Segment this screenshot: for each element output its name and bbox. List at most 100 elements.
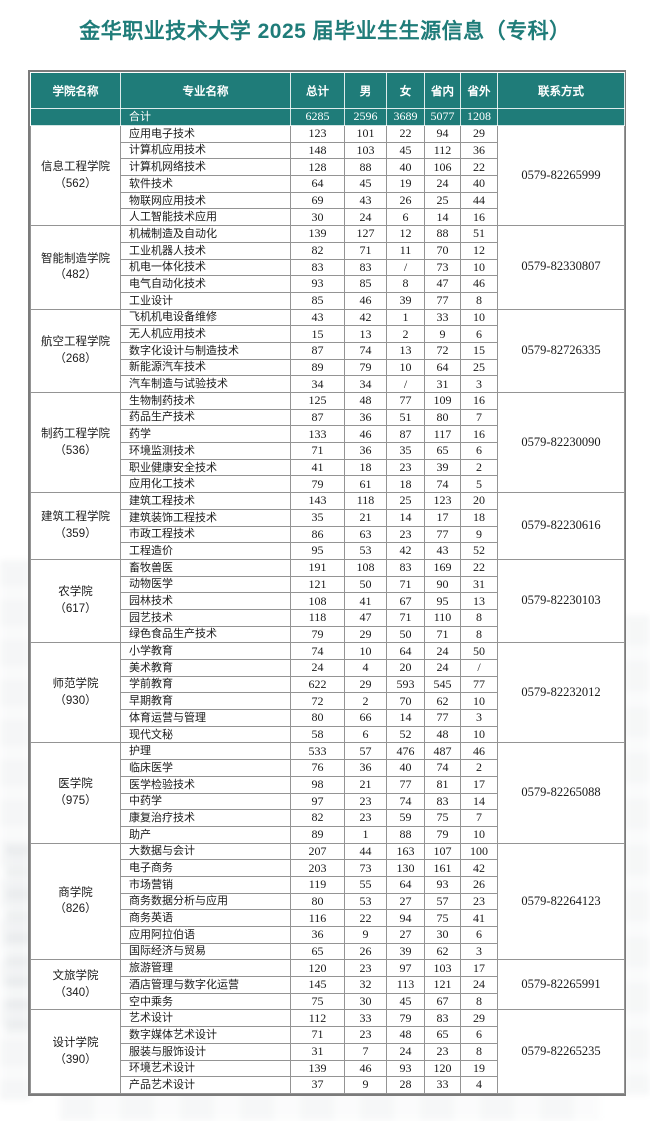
in-province-cell: 64: [424, 358, 461, 377]
female-cell: 67: [386, 592, 425, 610]
out-province-cell: 10: [460, 692, 498, 711]
female-cell: 64: [386, 875, 425, 894]
female-cell: 71: [386, 575, 425, 594]
college-name: 信息工程学院: [41, 160, 110, 173]
major-row: 服装与服饰设计 31 7 24 23 8: [31, 1042, 625, 1061]
major-row: 美术教育 24 4 20 24/: [31, 659, 625, 677]
female-cell: 52: [386, 725, 425, 744]
total-cell: 121: [290, 575, 345, 594]
male-cell: 41: [344, 592, 387, 610]
college-count: （826）: [54, 903, 97, 916]
total-college-cell: [30, 108, 121, 126]
out-province-cell: 17: [460, 775, 498, 794]
out-province-cell: 50: [460, 642, 498, 660]
major-row: 软件技术 64 45 19 24 40: [31, 175, 625, 193]
major-row: 智能制造学院 （482） 机械制造及自动化 139 127 12 88 51 0579-8233…: [30, 225, 625, 310]
major-row: 建筑工程学院 （359） 建筑工程技术 143 118 25 123 20 0579-82230…: [30, 492, 625, 560]
in-province-cell: 9: [424, 325, 461, 343]
male-cell: 45: [344, 175, 387, 193]
male-cell: 2: [344, 692, 387, 711]
in-province-cell: 75: [424, 809, 461, 827]
male-cell: 21: [344, 508, 387, 527]
total-contact-cell: [497, 108, 625, 126]
major-name-cell: 人工智能技术应用: [120, 208, 291, 227]
in-province-cell: 117: [424, 425, 461, 444]
in-province-cell: 33: [424, 1076, 461, 1094]
male-cell: 71: [344, 241, 387, 260]
major-name-cell: 早期教育: [120, 692, 291, 711]
male-cell: 23: [344, 959, 387, 978]
female-cell: 14: [386, 508, 425, 527]
male-cell: 24: [344, 208, 387, 227]
major-name-cell: 市政工程技术: [120, 525, 291, 544]
female-cell: 1: [386, 308, 425, 327]
in-province-cell: 93: [424, 875, 461, 894]
college-count: （390）: [54, 1053, 97, 1066]
female-cell: 74: [386, 792, 425, 811]
total-cell: 75: [290, 992, 345, 1011]
in-province-cell: 120: [424, 1059, 461, 1078]
major-name-cell: 建筑装饰工程技术: [120, 508, 291, 527]
major-row: 文旅学院 （340） 旅游管理 120 23 97 103 17 0579-82265991: [30, 959, 625, 1011]
total-cell: 89: [290, 358, 345, 377]
out-province-cell: 3: [460, 942, 498, 961]
major-name-cell: 体育运营与管理: [120, 709, 291, 727]
college-name: 智能制造学院: [41, 252, 110, 265]
out-province-cell: 10: [460, 825, 498, 844]
female-cell: 10: [386, 358, 425, 377]
total-cell: 72: [290, 692, 345, 711]
major-row: 电气自动化技术 93 85 8 47 46: [31, 275, 625, 293]
major-name-cell: 环境艺术设计: [120, 1059, 291, 1078]
total-cell: 87: [290, 341, 345, 360]
out-province-cell: 8: [460, 992, 498, 1011]
out-province-cell: 29: [460, 125, 498, 143]
contact-cell: 0579-82265999: [497, 124, 625, 227]
out-province-cell: 17: [460, 959, 498, 978]
student-source-table-wrap: 学院名称 专业名称 总计男女省内 省外 联系方式 合计 6285 2596 3689 5077 1…: [28, 70, 626, 1096]
college-count: （359）: [54, 528, 97, 540]
total-cell: 95: [290, 542, 345, 560]
out-province-cell: 8: [460, 291, 498, 310]
total-cell: 98: [290, 775, 345, 794]
female-cell: 113: [386, 976, 425, 994]
total-cell: 36: [290, 926, 345, 944]
total-in-province-cell: 5077: [424, 108, 461, 126]
major-name-cell: 园林技术: [120, 592, 291, 610]
total-cell: 37: [290, 1076, 345, 1094]
college-count: （340）: [54, 986, 97, 999]
major-name-cell: 应用电子技术: [120, 125, 291, 143]
total-cell: 41: [290, 458, 345, 477]
male-cell: 13: [344, 325, 387, 343]
in-province-cell: 169: [424, 558, 461, 577]
out-province-cell: 22: [460, 158, 498, 177]
major-name-cell: 数字媒体艺术设计: [120, 1026, 291, 1044]
in-province-cell: 545: [424, 675, 461, 694]
male-cell: 88: [344, 158, 387, 177]
female-cell: 88: [386, 825, 425, 844]
major-name-cell: 物联网应用技术: [120, 191, 291, 210]
in-province-cell: 30: [424, 926, 461, 944]
college-cell: 农学院 （617）: [30, 558, 121, 644]
female-cell: 97: [386, 959, 425, 978]
total-cell: 82: [290, 809, 345, 827]
male-cell: 46: [344, 291, 387, 310]
out-province-cell: 3: [460, 375, 498, 393]
in-province-cell: 83: [424, 792, 461, 811]
major-name-cell: 美术教育: [120, 659, 291, 677]
male-cell: 44: [344, 842, 387, 861]
female-cell: 11: [386, 241, 425, 260]
in-province-cell: 25: [424, 191, 461, 210]
in-province-cell: 95: [424, 592, 461, 610]
in-province-cell: 24: [424, 175, 461, 193]
male-cell: 74: [344, 341, 387, 360]
major-row: 数字媒体艺术设计 71 23 48 65 6: [31, 1026, 625, 1044]
total-cell: 128: [290, 158, 345, 177]
in-province-cell: 48: [424, 725, 461, 744]
total-cell: 123: [290, 125, 345, 143]
in-province-cell: 14: [424, 208, 461, 227]
female-cell: 8: [386, 275, 425, 293]
college-count: （536）: [54, 444, 97, 457]
in-province-cell: 62: [424, 692, 461, 711]
in-province-cell: 39: [424, 458, 461, 477]
in-province-cell: 77: [424, 291, 461, 310]
